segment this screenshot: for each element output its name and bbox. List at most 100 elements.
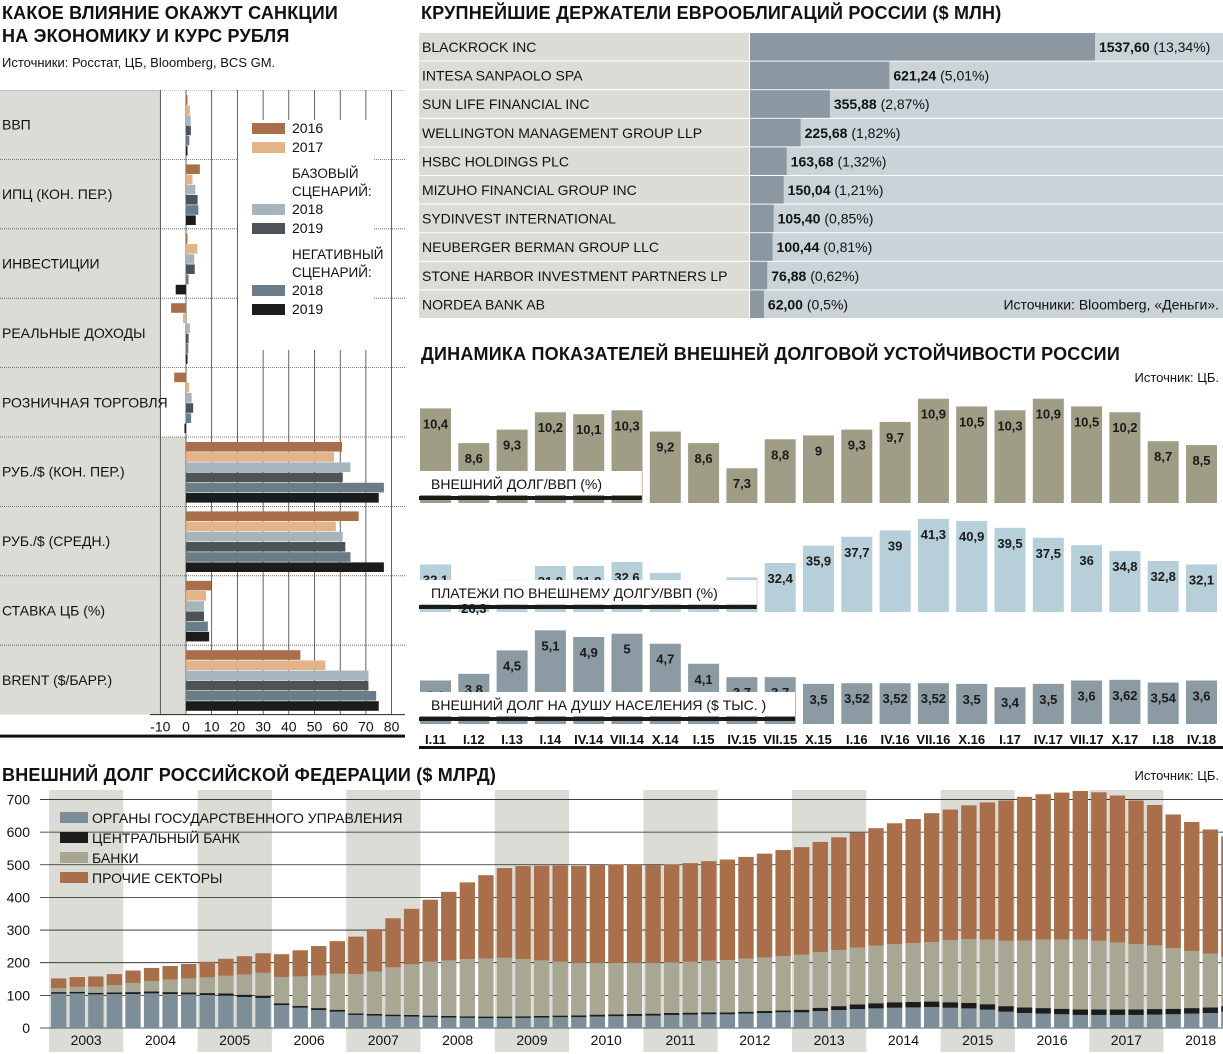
bond-row-bg xyxy=(419,118,749,147)
legend-swatch-y2016 xyxy=(252,123,285,134)
debt-bar-banks xyxy=(199,977,215,994)
bar-neg2019 xyxy=(186,701,379,711)
debt-bar-banks xyxy=(849,947,866,1005)
debt-bar-banks xyxy=(1072,939,1088,1010)
debt-bar-cb xyxy=(366,1013,383,1016)
x-tick-label: 40 xyxy=(281,719,297,735)
bond-value: 105,40 (0,85%) xyxy=(778,211,874,227)
debt-bar-cb xyxy=(292,1005,308,1008)
period-label: IV.16 xyxy=(881,732,910,747)
bond-row-bg xyxy=(419,147,749,175)
debt-bar-gov xyxy=(756,1012,773,1028)
bond-row-bg xyxy=(419,176,749,204)
debt-bar-other xyxy=(756,853,773,958)
debt-bar-banks xyxy=(942,940,958,1003)
indicator-bar xyxy=(1032,683,1064,724)
debt-bar-gov xyxy=(979,1009,996,1028)
bonds-chart: BLACKROCK INC 1537,60 (13,34%) INTESA SANP… xyxy=(419,33,1223,318)
debt-bar-other xyxy=(1202,829,1219,954)
debt-chart: 0 100 200 300 400 500 600 700 2003 2004 2005 2006 20… xyxy=(7,790,1223,1052)
debt-bar-banks xyxy=(292,976,308,1006)
period-label: X.15 xyxy=(805,732,832,747)
debt-bar-banks xyxy=(311,975,327,1009)
debt-bar-banks xyxy=(756,957,773,1012)
indicator-bar xyxy=(1071,545,1103,612)
bond-track xyxy=(750,204,1223,233)
debt-bar-gov xyxy=(1091,1014,1107,1028)
debt-bar-banks xyxy=(1184,950,1200,1009)
indicator-bar xyxy=(1109,679,1141,724)
debt-bar-other xyxy=(292,950,308,977)
debt-bar-other xyxy=(552,865,568,962)
indicator-value: 4,9 xyxy=(580,645,598,660)
debt-bar-gov xyxy=(626,1015,643,1028)
debt-bar-gov xyxy=(701,1014,717,1028)
debt-bar-gov xyxy=(255,997,271,1028)
bar-neg2018 xyxy=(186,413,192,423)
debt-bar-gov xyxy=(533,1017,550,1028)
indicator-value: 10,3 xyxy=(614,418,639,433)
bar-y2016 xyxy=(186,164,200,174)
panel-label: ВНЕШНИЙ ДОЛГ/ВВП (%) xyxy=(431,475,602,492)
debt-bar-cb xyxy=(1221,1006,1223,1012)
category-label: РУБ./$ (СРЕДН.) xyxy=(2,533,110,549)
bond-value: 355,88 (2,87%) xyxy=(834,96,930,112)
bar-y2017 xyxy=(186,382,190,393)
sustain-title: ДИНАМИКА ПОКАЗАТЕЛЕЙ ВНЕШНЕЙ ДОЛГОВОЙ УС… xyxy=(421,344,1120,364)
bar-base2019 xyxy=(186,680,369,691)
indicator-bar xyxy=(649,431,681,503)
debt-bar-cb xyxy=(1184,1008,1200,1014)
debt-bar-other xyxy=(273,954,290,978)
bar-y2016 xyxy=(171,303,186,313)
indicator-bar xyxy=(1186,564,1217,612)
debt-bar-banks xyxy=(329,973,345,1010)
indicator-value: 39 xyxy=(888,538,902,553)
legend-swatch-cb xyxy=(60,832,88,843)
debt-bar-gov xyxy=(961,1008,977,1028)
row-bg xyxy=(0,575,186,646)
year-label: 2003 xyxy=(71,1032,102,1048)
debt-bar-other xyxy=(422,899,438,962)
debt-bar-cb xyxy=(69,991,85,994)
debt-bar-cb xyxy=(106,992,123,995)
debt-bar-cb xyxy=(255,995,271,998)
bar-base2018 xyxy=(186,531,343,542)
debt-bar-gov xyxy=(1184,1013,1200,1028)
debt-bar-other xyxy=(1146,805,1163,946)
panel-label-rule xyxy=(419,717,795,721)
category-label: РУБ./$ (КОН. ПЕР.) xyxy=(2,464,125,480)
indicator-value: 9 xyxy=(815,443,822,458)
debt-bar-cb xyxy=(571,1015,587,1018)
bond-value: 1537,60 (13,34%) xyxy=(1099,39,1210,55)
row-bg xyxy=(0,298,161,368)
bond-bar xyxy=(750,33,1095,61)
debt-bar-other xyxy=(385,918,401,968)
debt-bar-cb xyxy=(218,993,234,996)
debt-bar-banks xyxy=(1221,957,1223,1007)
debt-bar-other xyxy=(738,856,754,959)
debt-bar-gov xyxy=(1165,1014,1181,1028)
indicator-bar xyxy=(1109,551,1141,612)
debt-bar-cb xyxy=(199,993,215,996)
indicator-bar xyxy=(841,536,873,612)
debt-bar-gov xyxy=(886,1007,903,1028)
sanctions-source: Источники: Росстат, ЦБ, Bloomberg, BCS G… xyxy=(2,55,276,70)
bar-neg2019 xyxy=(186,146,188,156)
debt-bar-other xyxy=(441,891,457,961)
debt-bar-gov xyxy=(125,994,141,1028)
indicator-value: 3,52 xyxy=(882,691,907,706)
debt-bar-other xyxy=(459,882,476,960)
debt-bar-other xyxy=(255,953,271,973)
debt-bar-gov xyxy=(849,1009,866,1028)
period-label: I.13 xyxy=(501,732,523,747)
period-label: I.18 xyxy=(1152,732,1174,747)
debt-bar-banks xyxy=(366,971,383,1014)
debt-bar-banks xyxy=(663,962,680,1013)
debt-bar-banks xyxy=(552,961,568,1016)
debt-bar-cb xyxy=(311,1008,327,1011)
indicator-bar xyxy=(841,683,873,724)
panel-label-rule xyxy=(419,496,642,500)
debt-bar-other xyxy=(1109,795,1126,943)
bar-base2018 xyxy=(186,254,195,264)
debt-bar-cb xyxy=(1091,1009,1107,1015)
